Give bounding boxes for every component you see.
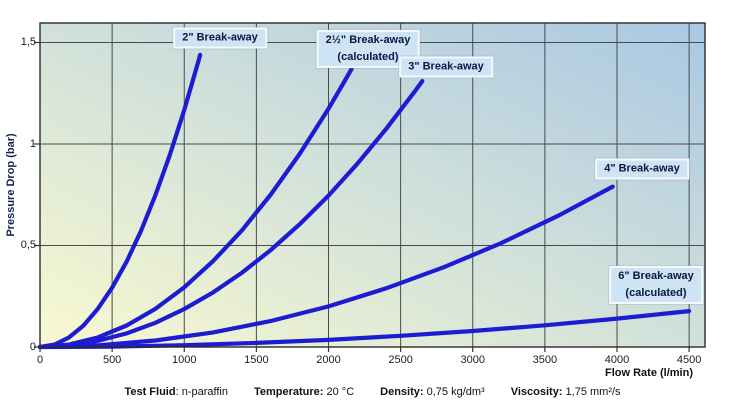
y-tick-label-1-5: 1,5 [20,36,36,49]
annotation-2-break-away: 2" Break-away [173,27,267,49]
annotation-2-break-away-calculated: 2½" Break-away (calculated) [316,29,420,69]
curves [37,52,692,350]
x-tick-label-1000: 1000 [172,354,197,366]
footnote-item-value: 0,75 kg/dm³ [423,386,485,398]
annotation-line: 3" Break-away [408,60,484,73]
annotation-line: 2½" Break-away [325,33,411,46]
footnote-item: Temperature: 20 °C [254,386,354,398]
x-tick-label-4000: 4000 [604,354,630,366]
footnote-item-label: Test Fluid [124,386,176,398]
x-tick-label-3500: 3500 [532,354,558,366]
axis-tick-marks [34,41,690,352]
annotation-line: (calculated) [337,51,399,63]
annotation-6-break-away-calculated: 6" Break-away (calculated) [609,265,703,305]
footnote-item-label: Density: [380,386,424,398]
curve-2-break-away [37,52,203,350]
x-tick-label-0: 0 [36,354,44,366]
x-tick-label-1500: 1500 [244,354,269,366]
annotation-line: 4" Break-away [604,162,680,175]
footnote-item-value: 1,75 mm²/s [562,386,621,398]
footnote-item: Density: 0,75 kg/dm³ [380,386,485,398]
plot-background [40,23,705,347]
annotation-line: 2" Break-away [182,31,258,44]
curve-6-break-away-calculated [37,309,692,350]
annotation-line: (calculated) [625,287,687,299]
x-tick-label-2000: 2000 [316,354,341,366]
footnote-item-label: Viscosity: [510,386,563,398]
x-tick-label-3000: 3000 [460,354,485,366]
x-tick-label-500: 500 [102,354,122,366]
y-tick-label-0-5: 0,5 [20,239,36,252]
annotation-line: 6" Break-away [618,269,694,282]
footnote-item-label: Temperature: [253,386,324,398]
curve-4-break-away [37,184,615,350]
plot-border [39,22,706,348]
x-axis-title: Flow Rate (l/min) [605,367,693,379]
curve-3-break-away [37,78,425,350]
y-tick-label-1: 1 [29,137,36,150]
x-tick-label-2500: 2500 [388,354,413,366]
footnote-item-value: 20 °C [323,386,355,398]
y-tick-label-0: 0 [29,341,36,353]
footnote-item: Test Fluid: n-paraffin [124,386,228,398]
x-tick-label-4500: 4500 [676,354,702,366]
footnote-item: Viscosity: 1,75 mm²/s [511,386,621,398]
footnote-item-value: : n-paraffin [175,386,228,398]
annotation-3-break-away: 3" Break-away [399,56,493,78]
chart-footnote: Test Fluid: n-paraffin Temperature: 20 °C… [40,386,705,398]
curve-2-break-away-calculated [37,66,354,350]
annotation-4-break-away: 4" Break-away [595,158,689,180]
